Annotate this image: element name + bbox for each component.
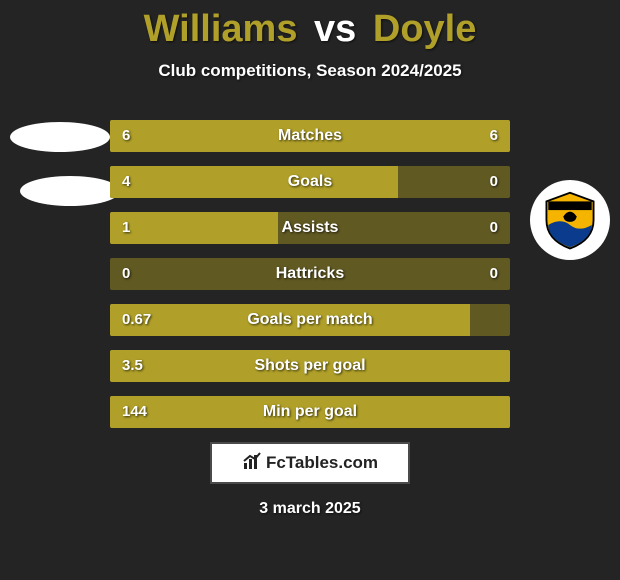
player1-placeholder-bottom — [20, 176, 120, 206]
stat-row: 40Goals — [110, 166, 510, 198]
crest-icon — [539, 189, 601, 251]
chart-icon — [242, 451, 262, 476]
stat-row: 3.5Shots per goal — [110, 350, 510, 382]
brand-text: FcTables.com — [266, 453, 378, 473]
stat-label: Min per goal — [110, 396, 510, 428]
stat-row: 00Hattricks — [110, 258, 510, 290]
stat-bars: 66Matches 40Goals 10Assists 00Hattricks 0.67… — [110, 120, 510, 442]
stat-label: Assists — [110, 212, 510, 244]
brand-badge: FcTables.com — [210, 442, 410, 484]
stat-row: 0.67Goals per match — [110, 304, 510, 336]
stat-label: Goals — [110, 166, 510, 198]
stat-label: Matches — [110, 120, 510, 152]
player2-name: Doyle — [373, 8, 476, 50]
stat-label: Hattricks — [110, 258, 510, 290]
stat-row: 10Assists — [110, 212, 510, 244]
player2-crest — [530, 180, 610, 260]
stat-row: 144Min per goal — [110, 396, 510, 428]
vs-label: vs — [314, 8, 356, 50]
subtitle: Club competitions, Season 2024/2025 — [0, 61, 620, 81]
footer-date: 3 march 2025 — [0, 500, 620, 518]
stat-label: Goals per match — [110, 304, 510, 336]
stat-row: 66Matches — [110, 120, 510, 152]
page-title: Williams vs Doyle — [0, 0, 620, 51]
player1-name: Williams — [144, 8, 298, 50]
player1-placeholder-top — [10, 122, 110, 152]
stat-label: Shots per goal — [110, 350, 510, 382]
